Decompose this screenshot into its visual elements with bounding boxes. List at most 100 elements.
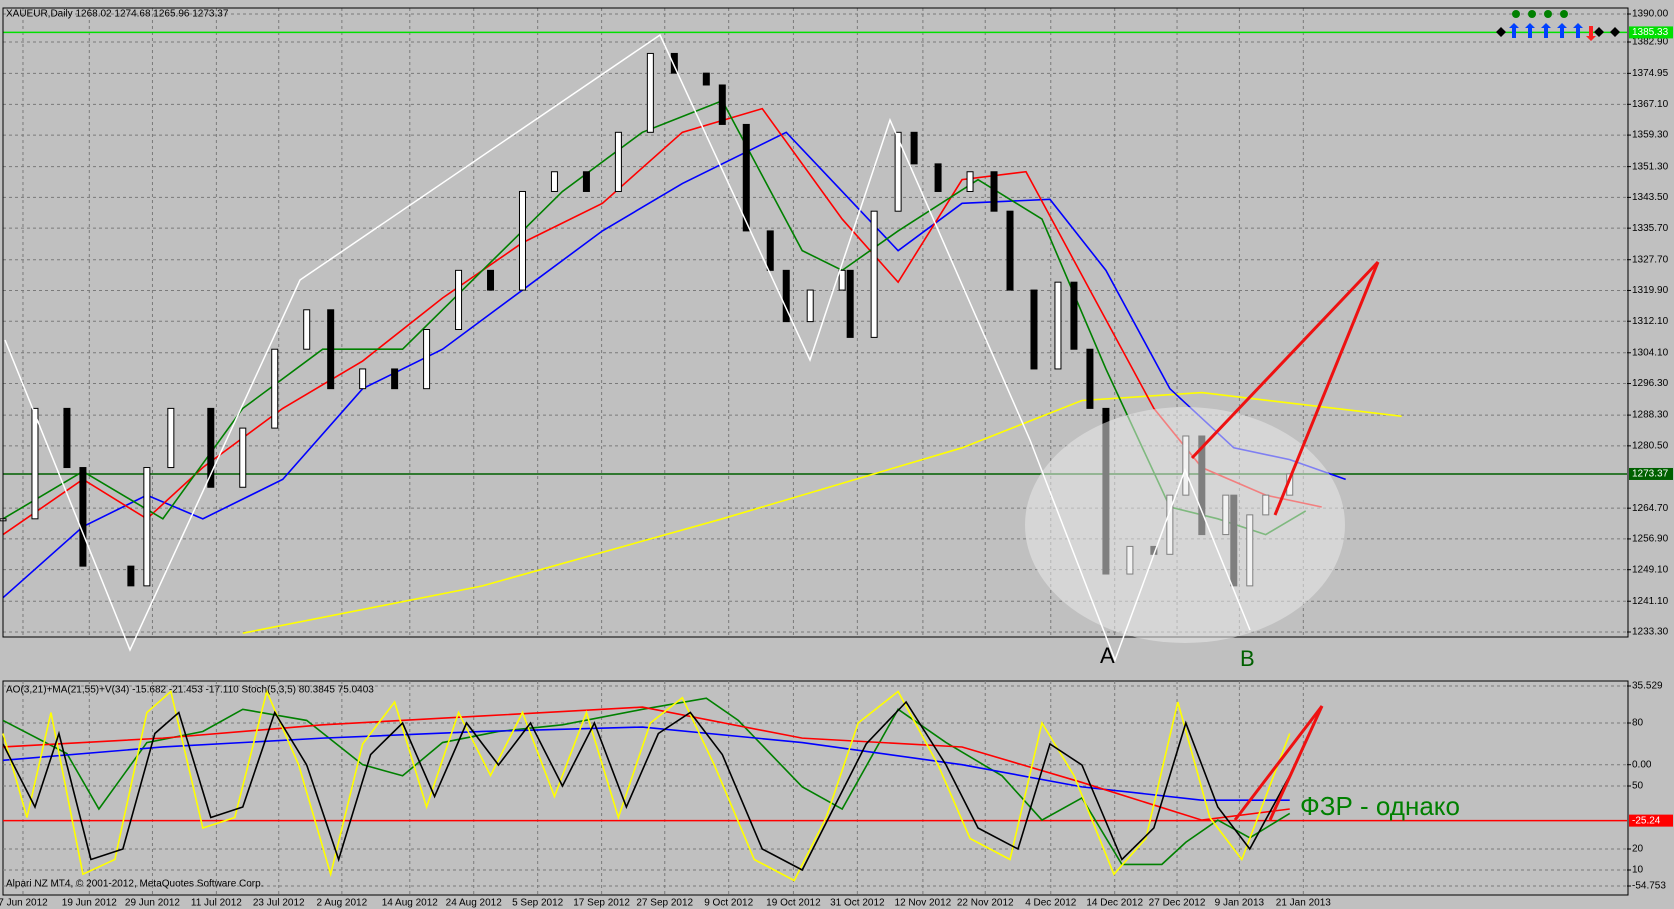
y-tick-label: 20	[1632, 844, 1644, 855]
annotation-b: B	[1240, 646, 1255, 671]
x-tick-label: 27 Sep 2012	[636, 898, 693, 909]
x-tick-label: 22 Nov 2012	[957, 898, 1014, 909]
candle	[966, 171, 974, 192]
y-tick-label: 1304.10	[1632, 347, 1669, 358]
candle	[782, 269, 790, 323]
candle	[455, 269, 463, 331]
candle	[742, 123, 750, 232]
candle	[838, 269, 846, 291]
y-tick-label: 35.529	[1632, 681, 1663, 692]
x-tick-label: 31 Oct 2012	[830, 898, 885, 909]
candle	[359, 368, 367, 390]
y-tick-label: 0.00	[1632, 759, 1652, 770]
x-tick-label: 14 Dec 2012	[1086, 898, 1143, 909]
upper-pane-frame	[2, 7, 1629, 638]
indicator-line	[242, 391, 1402, 634]
y-tick-label: 80	[1632, 718, 1644, 729]
candle	[550, 171, 558, 192]
y-tick-label: 1351.30	[1632, 161, 1669, 172]
y-tick-label: 1312.10	[1632, 316, 1669, 327]
candle	[934, 163, 942, 192]
candle	[670, 52, 678, 74]
candle	[143, 467, 151, 587]
chart-header: XAUEUR,Daily 1268.02 1274.68 1265.96 127…	[6, 9, 229, 20]
y-tick-label: 1382.90	[1632, 37, 1669, 48]
candle	[518, 190, 526, 291]
candle	[1070, 281, 1078, 350]
highlight	[1025, 407, 1345, 643]
level-box	[1629, 26, 1673, 39]
candle	[806, 289, 814, 323]
arrows	[1190, 260, 1380, 821]
candle	[718, 84, 726, 125]
y-tick-label: 50	[1632, 781, 1644, 792]
lower-pane-frame	[2, 680, 1629, 896]
candle	[990, 171, 998, 212]
y-tick-label: -54.753	[1632, 881, 1666, 892]
y-tick-label: 10	[1632, 865, 1644, 876]
x-tick-label: 14 Aug 2012	[382, 898, 439, 909]
candle	[910, 131, 918, 165]
candle	[167, 407, 175, 469]
level-label: -25.24	[1632, 815, 1661, 826]
candle	[894, 131, 902, 212]
candle	[79, 467, 87, 567]
candle	[702, 72, 710, 86]
candle	[870, 210, 878, 338]
y-tick-label: 1256.90	[1632, 534, 1669, 545]
candle	[1030, 289, 1038, 370]
candle	[766, 230, 774, 271]
x-tick-label: 12 Nov 2012	[895, 898, 952, 909]
x-tick-label: 21 Jan 2013	[1276, 898, 1331, 909]
y-tick-label: 1296.30	[1632, 378, 1669, 389]
indicator-line	[2, 131, 1346, 599]
y-tick-label: 1319.90	[1632, 285, 1669, 296]
candle	[487, 269, 495, 291]
indicator-line	[2, 726, 1290, 801]
watermark: Alpari NZ MT4, © 2001-2012, MetaQuotes S…	[6, 879, 263, 890]
current-price-label: 1273.37	[1632, 469, 1669, 480]
candle	[239, 427, 247, 488]
candle	[31, 407, 39, 520]
x-tick-label: 9 Oct 2012	[704, 898, 753, 909]
x-tick-label: 5 Sep 2012	[512, 898, 564, 909]
y-tick-label: 1390.00	[1632, 9, 1669, 20]
candle	[303, 309, 311, 350]
candle	[1086, 348, 1094, 409]
candle	[271, 348, 279, 429]
y-tick-label: 1335.70	[1632, 223, 1669, 234]
level-box	[1629, 814, 1673, 827]
y-tick-label: 1327.70	[1632, 254, 1669, 265]
indicator-line	[2, 697, 1291, 866]
candle	[423, 329, 431, 390]
candle	[614, 131, 622, 192]
candle	[63, 407, 71, 469]
y-tick-label: 1264.70	[1632, 503, 1669, 514]
candle	[1006, 210, 1014, 291]
x-tick-label: 9 Jan 2013	[1215, 898, 1265, 909]
y-tick-label: 1343.50	[1632, 192, 1669, 203]
candle	[127, 565, 135, 587]
x-tick-label: 19 Oct 2012	[766, 898, 821, 909]
y-tick-label: 1374.95	[1632, 68, 1669, 79]
y-tick-label: 1288.30	[1632, 410, 1669, 421]
x-tick-label: 17 Sep 2012	[573, 898, 630, 909]
x-tick-label: 7 Jun 2012	[0, 898, 48, 909]
candle	[582, 171, 590, 192]
x-tick-label: 29 Jun 2012	[125, 898, 180, 909]
x-tick-label: 27 Dec 2012	[1149, 898, 1206, 909]
y-tick-label: 1359.30	[1632, 130, 1669, 141]
y-tick-label: 1280.50	[1632, 440, 1669, 451]
x-tick-label: 23 Jul 2012	[253, 898, 305, 909]
indicator-header: AO(3,21)+MA(21,55)+V(34) -15.682 -21.453…	[6, 685, 374, 696]
status-icons	[1496, 10, 1620, 41]
annotation-a: A	[1100, 643, 1115, 668]
indicator-line	[2, 700, 1291, 872]
candle	[391, 368, 399, 390]
current-price-box	[1629, 467, 1673, 480]
x-tick-label: 24 Aug 2012	[446, 898, 503, 909]
x-tick-label: 2 Aug 2012	[317, 898, 368, 909]
y-tick-label: 1241.10	[1632, 596, 1669, 607]
